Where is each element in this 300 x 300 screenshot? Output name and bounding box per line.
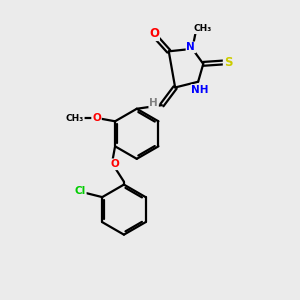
Text: CH₃: CH₃	[66, 114, 84, 123]
Text: NH: NH	[191, 85, 209, 95]
Text: H: H	[149, 98, 158, 108]
Text: O: O	[149, 27, 159, 40]
Text: CH₃: CH₃	[193, 24, 212, 33]
Text: S: S	[224, 56, 232, 69]
Text: Cl: Cl	[74, 186, 86, 196]
Text: O: O	[110, 159, 119, 169]
Text: N: N	[187, 42, 195, 52]
Text: O: O	[92, 113, 101, 123]
